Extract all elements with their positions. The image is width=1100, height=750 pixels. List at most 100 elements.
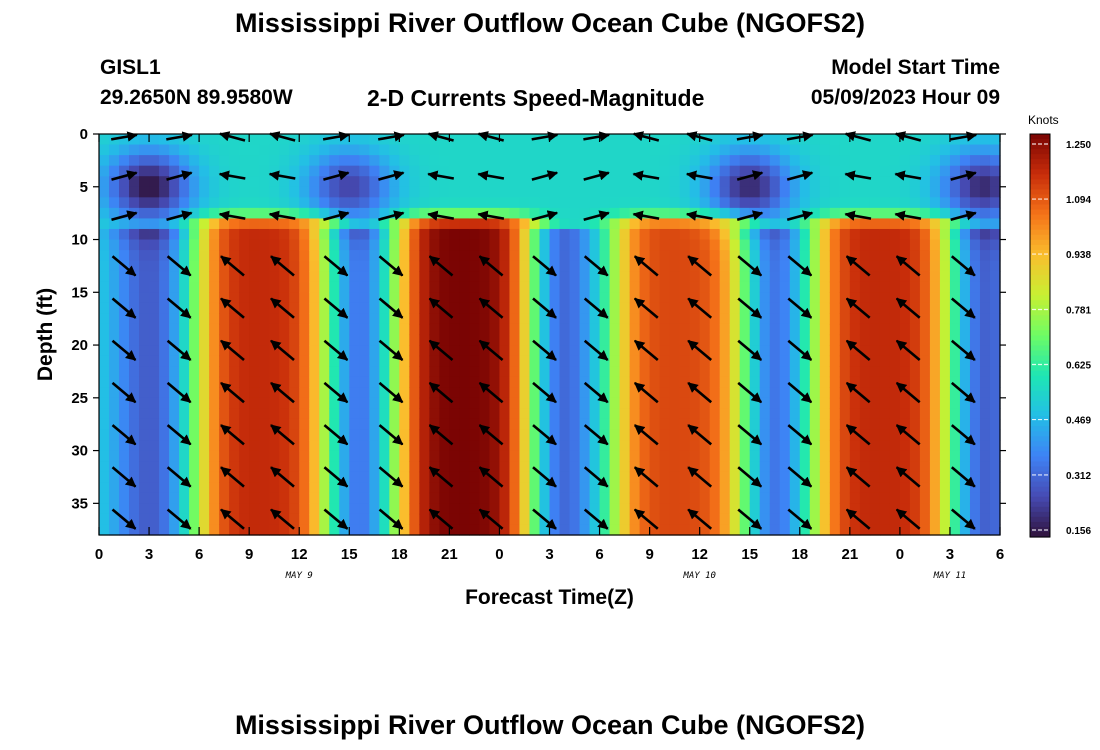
- heatmap-cell: [299, 334, 310, 346]
- heatmap-cell: [609, 144, 621, 156]
- heatmap-cell: [629, 355, 641, 367]
- heatmap-cell: [899, 176, 911, 188]
- heatmap-cell: [649, 228, 661, 241]
- heatmap-cell: [939, 281, 951, 293]
- heatmap-cell: [679, 239, 691, 251]
- heatmap-cell: [379, 144, 390, 156]
- heatmap-cell: [469, 471, 481, 483]
- heatmap-cell: [439, 418, 450, 431]
- heatmap-cell: [559, 281, 571, 293]
- heatmap-cell: [449, 334, 460, 346]
- heatmap-cell: [109, 186, 120, 198]
- heatmap-cell: [359, 376, 370, 388]
- heatmap-cell: [929, 397, 941, 409]
- current-vector: [270, 297, 295, 319]
- heatmap-cell: [179, 366, 190, 378]
- heatmap-cell: [569, 429, 581, 441]
- heatmap-cell: [289, 355, 300, 367]
- heatmap-cell: [589, 144, 601, 156]
- heatmap-cell: [959, 155, 971, 167]
- heatmap-cell: [169, 418, 180, 431]
- heatmap-cell: [339, 418, 350, 431]
- heatmap-cell: [369, 134, 380, 146]
- heatmap-cell: [829, 450, 841, 462]
- heatmap-cell: [269, 323, 280, 336]
- current-vector: [378, 466, 404, 488]
- x-tick-label: 3: [946, 546, 954, 563]
- heatmap-cell: [409, 513, 420, 526]
- heatmap-cell: [489, 144, 501, 156]
- heatmap-cell: [289, 345, 300, 357]
- heatmap-cell: [719, 366, 731, 378]
- heatmap-cell: [99, 292, 110, 304]
- heatmap-cell: [179, 176, 190, 188]
- heatmap-cell: [889, 281, 901, 293]
- heatmap-cell: [849, 408, 861, 420]
- current-vector: [583, 339, 609, 361]
- heatmap-cell: [499, 186, 511, 198]
- heatmap-cell: [789, 513, 801, 526]
- heatmap-cell: [379, 387, 390, 399]
- heatmap-cell: [249, 513, 260, 526]
- heatmap-cell: [329, 376, 340, 388]
- heatmap-cell: [719, 450, 731, 462]
- heatmap-cell: [989, 513, 1001, 526]
- heatmap-cell: [899, 218, 911, 230]
- heatmap-cell: [179, 281, 190, 293]
- heatmap-cell: [459, 228, 471, 241]
- heatmap-cell: [359, 239, 370, 251]
- heatmap-cell: [519, 207, 531, 220]
- heatmap-cell: [329, 239, 340, 251]
- current-vector: [894, 210, 922, 221]
- colorbar-segment: [1030, 204, 1050, 211]
- heatmap-cell: [269, 271, 280, 283]
- heatmap-cell: [919, 228, 931, 241]
- heatmap-cell: [929, 461, 941, 473]
- heatmap-cell: [659, 440, 671, 452]
- heatmap-cell: [529, 513, 541, 526]
- heatmap-cell: [979, 345, 991, 357]
- heatmap-cell: [739, 461, 751, 473]
- heatmap-cell: [489, 376, 501, 388]
- heatmap-cell: [359, 281, 370, 293]
- heatmap-cell: [569, 134, 581, 146]
- heatmap-cell: [669, 471, 681, 483]
- heatmap-cell: [159, 492, 170, 504]
- heatmap-cell: [899, 355, 911, 367]
- heatmap-cell: [479, 155, 491, 167]
- heatmap-cell: [229, 524, 240, 536]
- heatmap-cell: [199, 218, 210, 230]
- heatmap-cell: [869, 345, 881, 357]
- heatmap-cell: [409, 355, 420, 367]
- heatmap-cell: [859, 387, 871, 399]
- heatmap-cell: [719, 461, 731, 473]
- heatmap-cell: [119, 418, 130, 431]
- heatmap-cell: [949, 176, 961, 188]
- heatmap-cell: [799, 418, 811, 431]
- heatmap-cell: [509, 376, 521, 388]
- heatmap-cell: [179, 503, 190, 515]
- heatmap-cell: [329, 313, 340, 325]
- current-vector: [632, 170, 660, 181]
- heatmap-cell: [879, 471, 891, 483]
- heatmap-cell: [429, 186, 440, 198]
- heatmap-cell: [329, 292, 340, 304]
- heatmap-cell: [619, 271, 631, 283]
- heatmap-cell: [219, 271, 230, 283]
- heatmap-cell: [309, 345, 320, 357]
- heatmap-cell: [669, 334, 681, 346]
- heatmap-cell: [239, 228, 250, 241]
- heatmap-cell: [979, 323, 991, 336]
- heatmap-cell: [379, 450, 390, 462]
- heatmap-cell: [439, 366, 450, 378]
- heatmap-cell: [339, 355, 350, 367]
- heatmap-cell: [219, 176, 230, 188]
- heatmap-cell: [579, 260, 591, 272]
- heatmap-cell: [419, 302, 430, 314]
- heatmap-cell: [789, 355, 801, 367]
- heatmap-cell: [209, 513, 220, 526]
- heatmap-cell: [669, 313, 681, 325]
- heatmap-cell: [789, 197, 801, 209]
- heatmap-cell: [899, 155, 911, 167]
- heatmap-cell: [99, 250, 110, 262]
